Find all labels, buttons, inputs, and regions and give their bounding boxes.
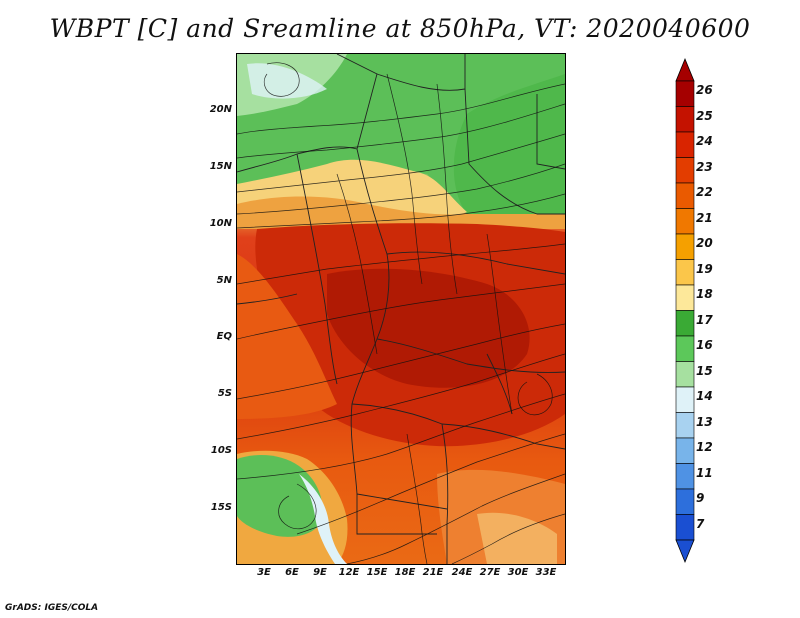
lon-label-24e: 24E bbox=[451, 567, 473, 578]
lon-label-15e: 15E bbox=[366, 567, 388, 578]
colorbar-label: 7 bbox=[696, 516, 705, 531]
colorbar-swatch bbox=[675, 514, 695, 541]
lat-label-5s: 5S bbox=[217, 388, 232, 399]
colorbar-label: 17 bbox=[696, 312, 713, 327]
dark-red-core bbox=[327, 268, 530, 388]
colorbar-swatch bbox=[675, 284, 695, 311]
colorbar-svg bbox=[675, 57, 695, 564]
colorbar-label: 12 bbox=[696, 440, 713, 454]
map-svg bbox=[237, 54, 565, 564]
colorbar-label: 23 bbox=[696, 159, 713, 174]
orange-west bbox=[237, 254, 337, 419]
colorbar-label: 25 bbox=[696, 108, 713, 123]
colorbar-swatch bbox=[675, 412, 695, 439]
streamlines bbox=[237, 62, 565, 564]
colorbar-swatch bbox=[675, 463, 695, 490]
colorbar-swatch bbox=[675, 208, 695, 235]
lon-label-21e: 21E bbox=[422, 567, 444, 578]
colorbar-label: 19 bbox=[696, 261, 713, 276]
colorbar-swatch bbox=[675, 259, 695, 286]
lat-label-20n: 20N bbox=[209, 104, 232, 115]
lon-label-12e: 12E bbox=[338, 567, 360, 578]
colorbar-swatch bbox=[675, 131, 695, 158]
colorbar-label: 26 bbox=[696, 83, 713, 97]
chart-title: WBPT [C] and Sreamline at 850hPa, VT: 20… bbox=[49, 14, 751, 43]
colorbar-swatch bbox=[675, 80, 695, 107]
lon-label-18e: 18E bbox=[394, 567, 416, 578]
lat-label-10n: 10N bbox=[209, 218, 232, 229]
southwest-green bbox=[237, 454, 323, 537]
colorbar-swatch bbox=[675, 437, 695, 464]
colorbar-swatch bbox=[675, 182, 695, 209]
pale-zone bbox=[247, 63, 327, 99]
lat-label-15n: 15N bbox=[209, 161, 232, 172]
colorbar-swatch bbox=[675, 106, 695, 133]
lat-label-10s: 10S bbox=[210, 445, 232, 456]
colorbar-swatch bbox=[675, 233, 695, 260]
colorbar-bottom-arrow bbox=[675, 539, 695, 564]
lon-label-3e: 3E bbox=[257, 567, 271, 578]
southeast-light bbox=[477, 512, 557, 564]
colorbar-label: 11 bbox=[696, 465, 713, 480]
lon-label-30e: 30E bbox=[507, 567, 529, 578]
colorbar-label: 13 bbox=[696, 414, 713, 429]
colorbar-swatch bbox=[675, 361, 695, 388]
country-borders bbox=[237, 54, 565, 564]
lon-label-33e: 33E bbox=[535, 567, 557, 578]
colorbar-label: 18 bbox=[696, 287, 713, 301]
lon-label-27e: 27E bbox=[479, 567, 501, 578]
colorbar-label: 15 bbox=[696, 363, 713, 378]
lon-label-6e: 6E bbox=[285, 567, 299, 578]
orange-band bbox=[237, 196, 565, 229]
colorbar-label: 16 bbox=[696, 338, 713, 352]
colorbar-swatch bbox=[675, 310, 695, 337]
lat-label-15s: 15S bbox=[210, 502, 232, 513]
lat-label-eq: EQ bbox=[216, 331, 232, 342]
colorbar-label: 21 bbox=[696, 210, 713, 225]
colorbar-label: 9 bbox=[696, 491, 705, 505]
lat-label-5n: 5N bbox=[216, 275, 232, 286]
colorbar-swatch bbox=[675, 157, 695, 184]
colorbar-label: 14 bbox=[696, 389, 713, 403]
colorbar-label: 24 bbox=[696, 134, 713, 148]
map-panel bbox=[236, 53, 566, 565]
colorbar-label: 22 bbox=[696, 185, 713, 199]
colorbar-top-arrow bbox=[675, 57, 695, 82]
colorbar-swatch bbox=[675, 335, 695, 362]
colorbar-swatch bbox=[675, 488, 695, 515]
grads-credit: GrADS: IGES/COLA bbox=[5, 603, 99, 613]
colorbar-swatch bbox=[675, 386, 695, 413]
colorbar-label: 20 bbox=[696, 236, 713, 250]
lon-label-9e: 9E bbox=[313, 567, 327, 578]
